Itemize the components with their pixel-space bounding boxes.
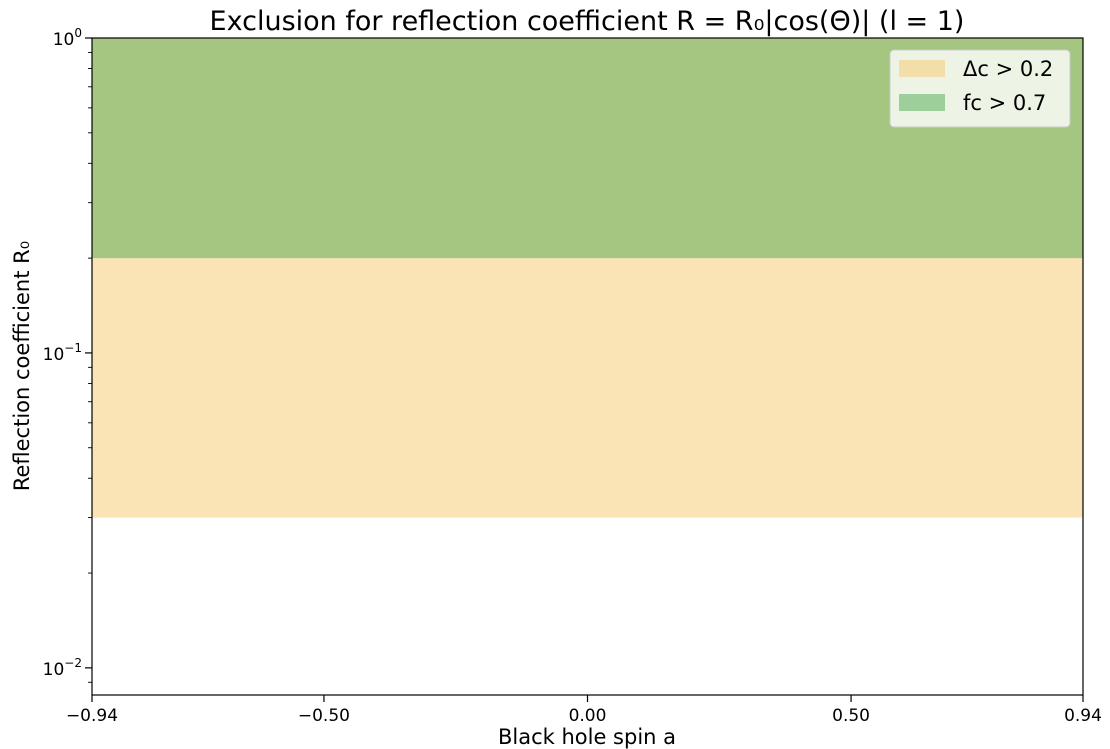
x-tick-label: −0.50 xyxy=(298,706,350,726)
y-axis-ticks: 100 10−1 10−2 xyxy=(43,26,92,683)
legend-swatch xyxy=(899,60,945,77)
x-axis-label: Black hole spin a xyxy=(498,725,676,749)
x-axis-ticks: −0.94 −0.50 0.00 0.50 0.94 xyxy=(66,695,1102,726)
y-tick-label: 10−2 xyxy=(43,656,82,680)
x-tick-label: −0.94 xyxy=(66,706,118,726)
legend-label: Δc > 0.2 xyxy=(963,57,1053,81)
y-tick-label: 100 xyxy=(53,26,82,50)
x-tick-label: 0.00 xyxy=(569,706,607,726)
x-tick-label: 0.50 xyxy=(832,706,870,726)
y-tick-label: 10−1 xyxy=(43,341,82,365)
legend: Δc > 0.2 fc > 0.7 xyxy=(889,49,1071,128)
legend-swatch xyxy=(899,94,945,111)
legend-label: fc > 0.7 xyxy=(963,91,1046,115)
y-axis-label: Reflection coefficient R₀ xyxy=(10,241,34,491)
chart-title: Exclusion for reflection coefficient R =… xyxy=(210,6,965,37)
x-tick-label: 0.94 xyxy=(1064,706,1102,726)
